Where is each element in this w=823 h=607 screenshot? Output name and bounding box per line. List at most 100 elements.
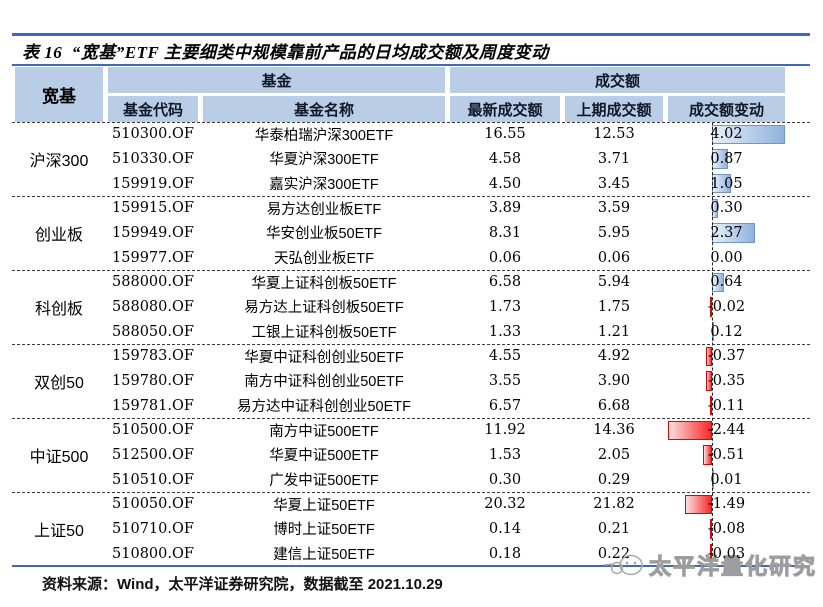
latest-turnover: 6.58 xyxy=(488,274,522,291)
category-label: 中证500 xyxy=(29,448,89,466)
turnover-change-cell: 0.01 xyxy=(668,467,785,492)
latest-turnover: 1.53 xyxy=(488,446,522,463)
category-group: 创业板 159915.OF 易方达创业板ETF 3.89 3.59 0.30 159949.… xyxy=(12,196,810,270)
turnover-change-cell: -0.35 xyxy=(668,369,785,394)
fund-name: 嘉实沪深300ETF xyxy=(269,177,379,194)
turnover-change-value: -2.44 xyxy=(707,422,746,439)
category-label: 双创50 xyxy=(34,374,84,392)
latest-turnover: 3.55 xyxy=(488,372,522,389)
turnover-change-value: 2.37 xyxy=(710,224,743,241)
fund-code: 510510.OF xyxy=(112,471,194,488)
prev-turnover: 21.82 xyxy=(593,496,635,513)
latest-turnover: 4.55 xyxy=(488,348,522,365)
fund-name: 易方达上证科创板50ETF xyxy=(244,300,404,317)
fund-code: 510710.OF xyxy=(112,520,194,537)
fund-code: 159919.OF xyxy=(112,175,194,192)
category-label: 科创板 xyxy=(34,300,83,318)
turnover-change-value: 0.12 xyxy=(710,323,743,340)
fund-code: 510300.OF xyxy=(112,126,194,143)
category-group: 上证50 510050.OF 华夏上证50ETF 20.32 21.82 -1.49 510… xyxy=(12,492,810,566)
fund-code: 159915.OF xyxy=(112,200,194,217)
negative-data-bar xyxy=(710,297,713,317)
fund-code: 159977.OF xyxy=(112,249,194,266)
fund-code: 588080.OF xyxy=(112,298,194,315)
category-group: 沪深300 510300.OF 华泰柏瑞沪深300ETF 16.55 12.53 4.02… xyxy=(12,122,810,196)
fund-name: 易方达创业板ETF xyxy=(266,201,382,218)
latest-turnover: 0.18 xyxy=(488,545,522,562)
prev-turnover: 1.75 xyxy=(597,298,631,315)
negative-data-bar xyxy=(705,346,713,367)
fund-code: 159781.OF xyxy=(112,397,194,414)
turnover-change-cell: 0.00 xyxy=(668,245,785,270)
fund-name: 易方达中证科创创业50ETF xyxy=(236,399,411,416)
prev-turnover: 3.71 xyxy=(597,150,631,167)
fund-name: 建信上证50ETF xyxy=(273,547,375,564)
prev-turnover: 0.22 xyxy=(597,545,631,562)
fund-name: 华安创业板50ETF xyxy=(265,226,382,243)
fund-code: 510800.OF xyxy=(112,545,194,562)
header-col-change: 成交额变动 xyxy=(668,96,785,122)
turnover-change-cell: -0.03 xyxy=(668,541,785,566)
negative-data-bar xyxy=(710,543,713,564)
latest-turnover: 8.31 xyxy=(488,224,522,241)
fund-name: 工银上证科创板50ETF xyxy=(251,325,397,342)
fund-name: 华夏中证科创创业50ETF xyxy=(244,349,404,366)
turnover-change-value: 0.30 xyxy=(710,200,743,217)
fund-code: 510050.OF xyxy=(112,496,194,513)
turnover-change-value: -0.51 xyxy=(707,446,746,463)
header-col-prev: 上期成交额 xyxy=(565,96,663,122)
turnover-change-cell: -0.37 xyxy=(668,344,785,369)
turnover-change-value: 1.05 xyxy=(710,175,743,192)
negative-data-bar xyxy=(705,371,713,391)
fund-name: 天弘创业板ETF xyxy=(274,251,374,268)
fund-name: 华夏中证500ETF xyxy=(269,448,379,465)
latest-turnover: 4.58 xyxy=(488,150,522,167)
turnover-change-cell: 0.12 xyxy=(668,319,785,344)
table-title: 表 16 “宽基”ETF 主要细类中规模靠前产品的日均成交额及周度变动 xyxy=(22,43,549,62)
latest-turnover: 4.50 xyxy=(488,175,522,192)
prev-turnover: 14.36 xyxy=(593,422,635,439)
header-col-code: 基金代码 xyxy=(108,96,198,122)
negative-data-bar xyxy=(710,519,713,539)
turnover-change-value: 4.02 xyxy=(710,126,743,143)
header-group-turnover: 成交额 xyxy=(450,67,785,93)
prev-turnover: 6.68 xyxy=(597,397,631,414)
negative-data-bar xyxy=(685,494,713,515)
fund-code: 510500.OF xyxy=(112,422,194,439)
negative-data-bar xyxy=(668,420,713,441)
turnover-change-cell: -0.08 xyxy=(668,517,785,542)
negative-data-bar xyxy=(702,445,713,465)
turnover-change-cell: -0.11 xyxy=(668,393,785,418)
fund-name: 博时上证50ETF xyxy=(273,522,375,539)
turnover-change-cell: -1.49 xyxy=(668,492,785,517)
top-rule xyxy=(12,33,810,36)
fund-name: 广发中证500ETF xyxy=(269,473,379,490)
turnover-change-cell: -0.51 xyxy=(668,443,785,468)
prev-turnover: 0.06 xyxy=(597,249,631,266)
turnover-change-value: -0.37 xyxy=(707,348,746,365)
table-body: 沪深300 510300.OF 华泰柏瑞沪深300ETF 16.55 12.53 4.02… xyxy=(12,122,810,566)
category-group: 双创50 159783.OF 华夏中证科创创业50ETF 4.55 4.92 -0.37 1… xyxy=(12,344,810,418)
prev-turnover: 0.29 xyxy=(597,471,631,488)
title-divider-rule xyxy=(12,64,810,66)
category-label: 创业板 xyxy=(34,226,83,244)
prev-turnover: 3.90 xyxy=(597,372,631,389)
prev-turnover: 5.94 xyxy=(597,274,631,291)
turnover-change-value: 0.64 xyxy=(710,274,743,291)
header-col-name: 基金名称 xyxy=(203,96,445,122)
prev-turnover: 4.92 xyxy=(597,348,631,365)
category-label: 上证50 xyxy=(34,522,84,540)
fund-code: 159949.OF xyxy=(112,224,194,241)
bottom-rule xyxy=(12,565,810,567)
fund-code: 512500.OF xyxy=(112,446,194,463)
fund-name: 华夏上证50ETF xyxy=(273,497,375,514)
table-header: 宽基 基金 成交额 基金代码 基金名称 最新成交额 上期成交额 成交额变动 xyxy=(15,67,785,122)
turnover-change-cell: -0.02 xyxy=(668,295,785,320)
fund-name: 南方中证科创创业50ETF xyxy=(244,374,404,391)
latest-turnover: 6.57 xyxy=(488,397,522,414)
turnover-change-cell: 1.05 xyxy=(668,171,785,196)
turnover-change-cell: 0.87 xyxy=(668,147,785,172)
prev-turnover: 1.21 xyxy=(597,323,631,340)
source-note: 资料来源：Wind，太平洋证券研究院，数据截至 2021.10.29 xyxy=(42,576,443,593)
fund-code: 588050.OF xyxy=(112,323,194,340)
